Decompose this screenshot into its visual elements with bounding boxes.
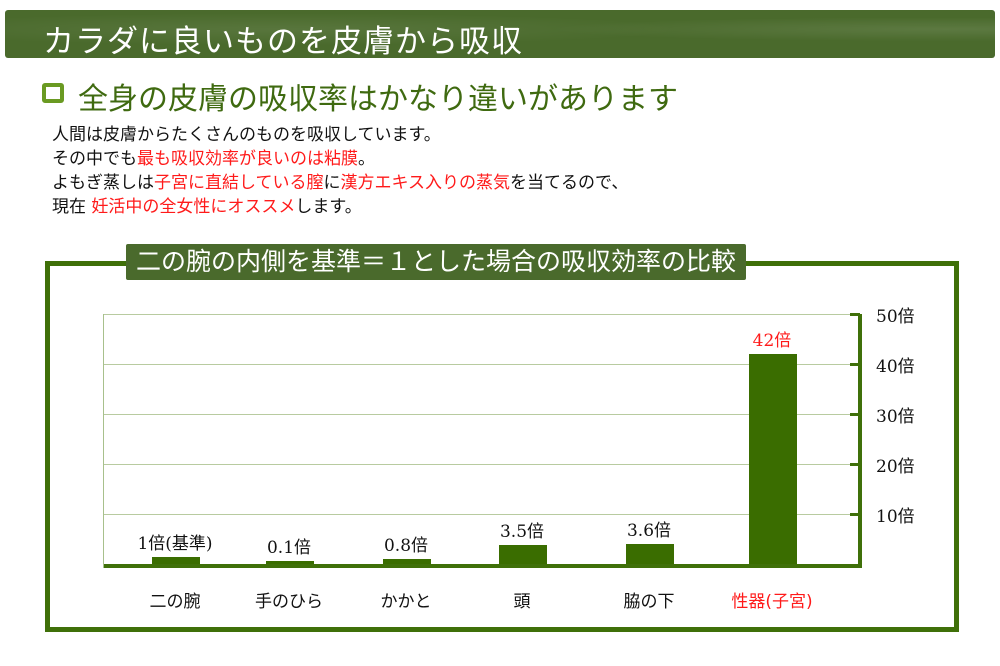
bar-value-label: 3.6倍 (626, 521, 672, 542)
bar (749, 354, 797, 564)
highlighted-text: 最も吸収効率が良いのは粘膜 (137, 149, 358, 169)
chart-title-box: 二の腕の内側を基準＝１とした場合の吸収効率の比較 (126, 244, 747, 280)
y-axis-tick (850, 463, 860, 466)
bar (266, 561, 314, 564)
x-category-label: 頭 (513, 592, 531, 612)
text-segment: 人間は皮膚からたくさんのものを吸収しています。 (52, 125, 441, 145)
x-category-label: 二の腕 (149, 592, 201, 612)
bar-value-label: 0.8倍 (383, 536, 429, 556)
bar (152, 557, 200, 564)
y-tick-label: 40倍 (876, 357, 915, 377)
y-tick-label: 30倍 (876, 407, 915, 427)
gridline (104, 364, 858, 365)
highlighted-text: 子宮に直結している膣 (154, 173, 324, 193)
text-segment: します。 (295, 197, 362, 217)
chart-title: 二の腕の内側を基準＝１とした場合の吸収効率の比較 (136, 247, 737, 276)
body-text-line: 人間は皮膚からたくさんのものを吸収しています。 (52, 123, 628, 147)
body-text-line: 現在 妊活中の全女性にオススメします。 (52, 195, 628, 219)
gridline (104, 514, 858, 515)
bar (383, 559, 431, 564)
text-segment: よもぎ蒸しは (52, 173, 154, 193)
body-text-line: よもぎ蒸しは子宮に直結している膣に漢方エキス入りの蒸気を当てるので、 (52, 171, 628, 195)
checkbox-square-icon (42, 83, 64, 103)
bar (626, 544, 674, 564)
banner-title: カラダに良いものを皮膚から吸収 (43, 24, 523, 60)
text-segment: を当てるので、 (510, 173, 629, 193)
body-text: 人間は皮膚からたくさんのものを吸収しています。 その中でも最も吸収効率が良いのは粘… (52, 123, 628, 219)
y-axis-tick (850, 513, 860, 516)
y-axis-tick (850, 363, 860, 366)
x-axis-line (104, 564, 862, 568)
x-category-label: 手のひら (255, 592, 323, 612)
highlighted-text: 漢方エキス入りの蒸気 (340, 173, 511, 193)
x-category-label: 性器(子宮) (731, 592, 813, 612)
x-category-label: かかと (380, 592, 432, 612)
bar-value-label: 42倍 (752, 331, 792, 351)
chart-plot-area (103, 313, 862, 568)
bar-value-label: 0.1倍 (266, 538, 312, 558)
body-text-line: その中でも最も吸収効率が良いのは粘膜。 (52, 147, 628, 171)
y-tick-label: 20倍 (876, 457, 915, 477)
bar-value-label: 1倍(基準) (137, 534, 213, 554)
text-segment: に (323, 173, 341, 193)
y-axis-tick (850, 313, 860, 316)
y-axis-line (858, 314, 862, 568)
bar-value-label: 3.5倍 (499, 521, 545, 542)
y-tick-label: 50倍 (876, 307, 915, 327)
gridline (104, 464, 858, 465)
gridline (104, 414, 858, 415)
text-segment: 。 (358, 149, 375, 169)
text-segment: その中でも (52, 149, 137, 169)
header-banner: カラダに良いものを皮膚から吸収 (5, 10, 995, 60)
gridline (104, 314, 858, 315)
subheading-title: 全身の皮膚の吸収率はかなり違いがあります (78, 82, 678, 117)
y-tick-label: 10倍 (876, 507, 915, 527)
highlighted-text: 妊活中の全女性にオススメ (91, 197, 296, 217)
text-segment: 現在 (52, 197, 92, 217)
x-category-label: 脇の下 (623, 592, 675, 612)
y-axis-tick (850, 413, 860, 416)
bar (499, 544, 547, 564)
